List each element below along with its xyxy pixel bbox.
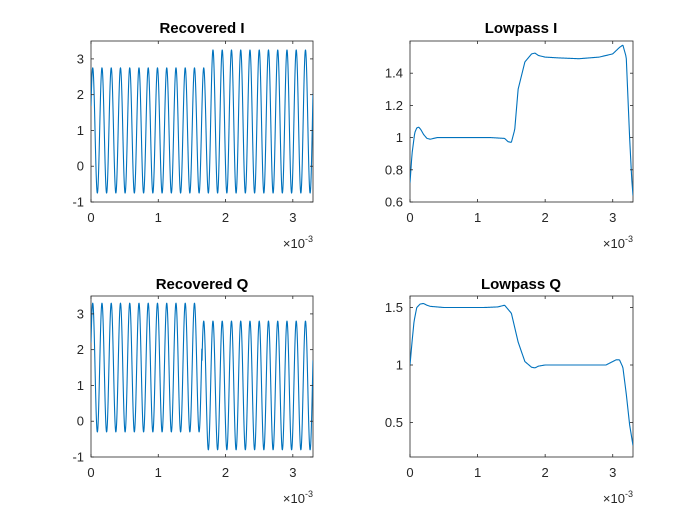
y-tick-label: 0.6 (385, 195, 403, 210)
subplot-title: Lowpass Q (481, 276, 561, 293)
ticks-layer: 0 1 2 3 0.6 0.8 1 1.2 1.4 (385, 41, 633, 225)
x-tick-label: 2 (542, 465, 549, 480)
x-exponent-label: ×10-3 (283, 489, 313, 506)
y-tick-label: 3 (77, 51, 84, 66)
y-tick-label: 2 (77, 342, 84, 357)
y-tick-label: 1 (77, 378, 84, 393)
x-exponent-label: ×10-3 (283, 234, 313, 251)
x-tick-label: 1 (474, 465, 481, 480)
x-tick-label: 2 (222, 210, 229, 225)
x-tick-label: 0 (87, 210, 94, 225)
y-tick-label: 0 (77, 414, 84, 429)
y-tick-label: 3 (77, 306, 84, 321)
x-exponent-label: ×10-3 (603, 489, 633, 506)
subplot-title: Recovered Q (156, 276, 249, 293)
series-line-0 (91, 302, 313, 451)
series-layer (410, 302, 633, 446)
ticks-layer: 0 1 2 3 0.5 1 1.5 (385, 296, 633, 480)
axes-frame (409, 295, 634, 458)
y-tick-label: 1 (396, 358, 403, 373)
subplot-lowpass-i: 0 1 2 3 0.6 0.8 1 1.2 1.4 Lowpass I ×10-3 (385, 20, 634, 251)
subplot-lowpass-q: 0 1 2 3 0.5 1 1.5 Lowpass Q ×10-3 (385, 276, 634, 506)
x-tick-label: 0 (406, 465, 413, 480)
y-tick-label: 1.4 (385, 66, 403, 81)
x-tick-label: 1 (155, 465, 162, 480)
series-line-0 (410, 44, 633, 196)
x-tick-label: 3 (289, 210, 296, 225)
y-tick-label: 1 (396, 130, 403, 145)
y-tick-label: 2 (77, 87, 84, 102)
x-tick-label: 3 (289, 465, 296, 480)
series-layer (91, 302, 313, 451)
y-tick-label: 0.8 (385, 162, 403, 177)
y-tick-label: 1.5 (385, 300, 403, 315)
x-exponent-label: ×10-3 (603, 234, 633, 251)
x-tick-label: 2 (222, 465, 229, 480)
subplot-title: Lowpass I (485, 20, 558, 37)
y-tick-label: 0.5 (385, 415, 403, 430)
x-tick-label: 3 (609, 465, 616, 480)
x-tick-label: 2 (542, 210, 549, 225)
subplot-title: Recovered I (159, 20, 244, 37)
x-tick-label: 3 (609, 210, 616, 225)
series-layer (410, 44, 633, 196)
series-layer (91, 49, 313, 194)
y-tick-label: 0 (77, 159, 84, 174)
y-tick-label: -1 (72, 195, 84, 210)
series-line-0 (91, 49, 313, 194)
x-tick-label: 0 (406, 210, 413, 225)
x-tick-label: 1 (474, 210, 481, 225)
x-tick-label: 0 (87, 465, 94, 480)
y-tick-label: 1 (77, 123, 84, 138)
y-tick-label: -1 (72, 450, 84, 465)
y-tick-label: 1.2 (385, 98, 403, 113)
series-line-0 (410, 302, 633, 446)
x-tick-label: 1 (155, 210, 162, 225)
axes-frame (409, 40, 634, 203)
